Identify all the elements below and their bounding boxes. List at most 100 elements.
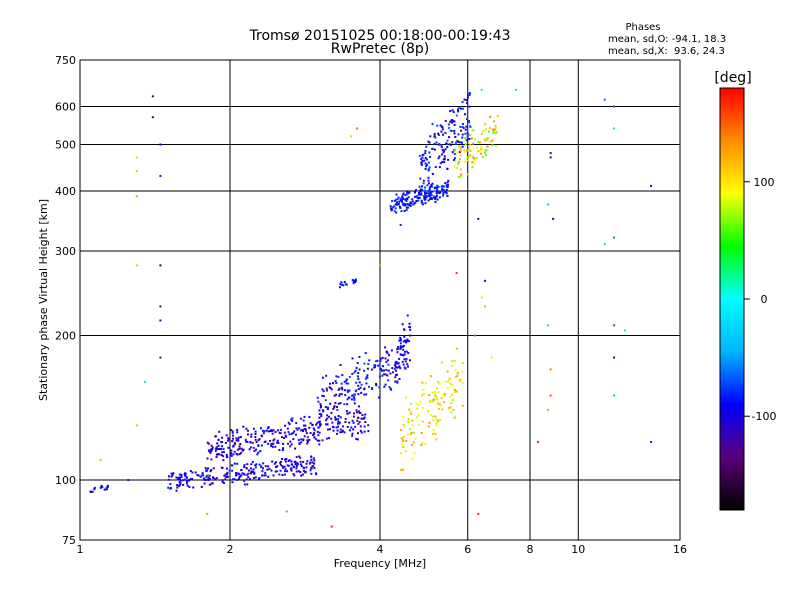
- data-point: [189, 470, 192, 473]
- data-point: [105, 488, 108, 491]
- data-point: [385, 368, 388, 371]
- data-point: [418, 154, 421, 157]
- data-point: [429, 375, 432, 378]
- data-point: [327, 428, 330, 431]
- data-point: [220, 466, 223, 469]
- data-point: [343, 403, 346, 406]
- data-point: [446, 145, 449, 148]
- data-point: [458, 151, 461, 154]
- data-point: [398, 357, 401, 360]
- data-point: [431, 398, 434, 401]
- data-point: [477, 217, 480, 220]
- data-point: [340, 281, 343, 284]
- data-point: [446, 380, 449, 383]
- data-point: [271, 443, 274, 446]
- data-point: [440, 397, 443, 400]
- data-point: [393, 368, 396, 371]
- data-point: [300, 441, 303, 444]
- data-point: [318, 409, 321, 412]
- data-point: [376, 364, 379, 367]
- data-point: [354, 278, 357, 281]
- data-point: [471, 155, 474, 158]
- data-point: [319, 424, 322, 427]
- data-point: [258, 477, 261, 480]
- data-point: [407, 191, 410, 194]
- data-point: [441, 188, 444, 191]
- data-point: [446, 370, 449, 373]
- data-point: [429, 400, 432, 403]
- data-point: [312, 457, 315, 460]
- data-point: [271, 460, 274, 463]
- data-point: [437, 133, 440, 136]
- data-point: [220, 454, 223, 457]
- data-point: [432, 195, 435, 198]
- data-point: [378, 375, 381, 378]
- data-point: [536, 441, 539, 444]
- data-point: [387, 379, 390, 382]
- data-point: [207, 477, 210, 480]
- data-point: [283, 470, 286, 473]
- data-point: [391, 200, 394, 203]
- data-point: [453, 120, 456, 123]
- data-point: [302, 419, 305, 422]
- data-point: [468, 133, 471, 136]
- data-point: [351, 357, 354, 360]
- data-point: [360, 417, 363, 420]
- data-point: [404, 194, 407, 197]
- data-point: [245, 427, 248, 430]
- data-point: [366, 374, 369, 377]
- data-point: [424, 197, 427, 200]
- data-point: [407, 421, 410, 424]
- data-point: [216, 447, 219, 450]
- data-point: [444, 148, 447, 151]
- data-point: [443, 185, 446, 188]
- data-point: [424, 202, 427, 205]
- data-point: [261, 474, 264, 477]
- data-point: [454, 375, 457, 378]
- data-point: [441, 128, 444, 131]
- data-point: [363, 393, 366, 396]
- data-point: [313, 467, 316, 470]
- data-point: [430, 196, 433, 199]
- data-point: [348, 396, 351, 399]
- data-point: [276, 439, 279, 442]
- data-point: [420, 193, 423, 196]
- data-point: [468, 121, 471, 124]
- data-point: [482, 129, 485, 132]
- data-point: [421, 442, 424, 445]
- data-point: [223, 474, 226, 477]
- data-point: [295, 422, 298, 425]
- data-point: [313, 459, 316, 462]
- data-point: [399, 338, 402, 341]
- data-point: [465, 117, 468, 120]
- x-tick-label: 16: [673, 543, 687, 556]
- data-point: [408, 325, 411, 328]
- data-point: [384, 346, 387, 349]
- data-point: [254, 436, 257, 439]
- data-point: [334, 402, 337, 405]
- data-point: [342, 429, 345, 432]
- data-point: [291, 417, 294, 420]
- data-point: [291, 419, 294, 422]
- data-point: [183, 474, 186, 477]
- data-point: [461, 125, 464, 128]
- chart-title: Tromsø 20151025 00:18:00-00:19:43: [249, 28, 511, 44]
- data-point: [236, 431, 239, 434]
- data-point: [415, 416, 418, 419]
- data-point: [351, 372, 354, 375]
- data-point: [373, 366, 376, 369]
- data-point: [177, 484, 180, 487]
- data-point: [355, 366, 358, 369]
- data-point: [450, 121, 453, 124]
- data-point: [210, 444, 213, 447]
- data-point: [288, 433, 291, 436]
- data-point: [491, 128, 494, 131]
- data-point: [363, 362, 366, 365]
- data-point: [192, 486, 195, 489]
- data-point: [340, 386, 343, 389]
- data-point: [459, 154, 462, 157]
- data-point: [279, 428, 282, 431]
- data-point: [180, 476, 183, 479]
- data-point: [312, 427, 315, 430]
- data-point: [446, 194, 449, 197]
